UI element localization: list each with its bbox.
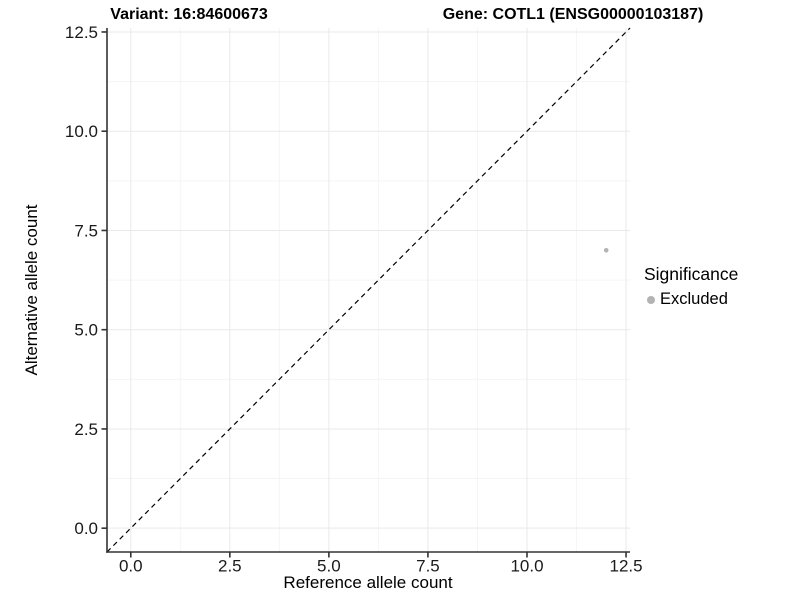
x-tick-label: 10.0	[510, 557, 543, 576]
legend-item-label: Excluded	[660, 290, 728, 308]
y-tick-label: 10.0	[65, 122, 98, 141]
y-tick-label: 12.5	[65, 23, 98, 42]
legend: Significance Excluded	[644, 264, 738, 309]
variant-title: Variant: 16:84600673	[110, 6, 268, 23]
axes	[106, 28, 630, 553]
major-gridlines	[107, 28, 630, 552]
y-tick-label: 0.0	[74, 519, 98, 538]
x-tick-label: 2.5	[218, 557, 242, 576]
data-point	[603, 248, 609, 253]
identity-dashed-line	[106, 27, 631, 553]
y-axis-title: Alternative allele count	[22, 204, 41, 376]
legend-items: Excluded	[644, 290, 738, 309]
data-points	[603, 248, 609, 253]
legend-title: Significance	[644, 264, 739, 284]
x-tick-label: 0.0	[119, 557, 143, 576]
tick-labels: 0.0 0.0 2.5 2.5 5.0 5.0 7.5 7.5 10.0 10.0 12.5 12.5	[65, 23, 643, 576]
x-tick-label: 12.5	[609, 557, 642, 576]
y-tick-label: 5.0	[74, 321, 98, 340]
legend-key-dot-icon	[647, 295, 655, 304]
tick-marks	[101, 31, 627, 558]
x-tick-label: 5.0	[317, 557, 341, 576]
x-axis-title: Reference allele count	[283, 573, 453, 592]
x-tick-label: 7.5	[416, 557, 440, 576]
y-tick-label: 2.5	[74, 420, 98, 439]
legend-item: Excluded	[644, 290, 738, 309]
minor-gridlines	[107, 28, 630, 552]
y-tick-label: 7.5	[74, 221, 98, 240]
gene-title: Gene: COTL1 (ENSG00000103187)	[442, 6, 704, 23]
